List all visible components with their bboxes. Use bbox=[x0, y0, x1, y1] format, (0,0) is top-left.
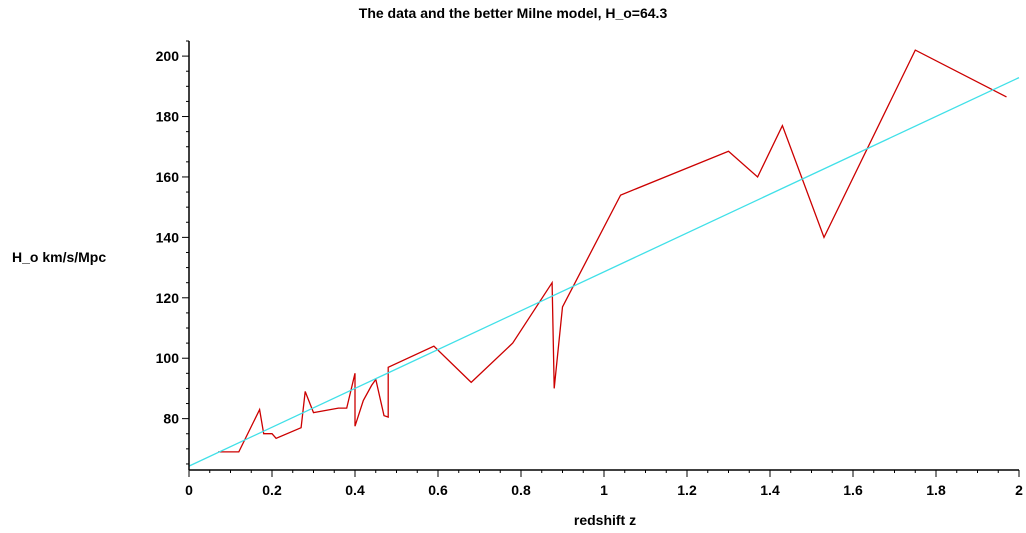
x-tick-label: 1.6 bbox=[843, 482, 863, 498]
milne-model-line bbox=[188, 77, 1020, 467]
x-tick-label: 1.4 bbox=[760, 482, 780, 498]
y-tick-label: 80 bbox=[163, 411, 179, 427]
x-tick-label: 0 bbox=[185, 482, 193, 498]
x-tick-label: 1.8 bbox=[926, 482, 946, 498]
data-series-line bbox=[218, 49, 1007, 453]
y-tick-label: 140 bbox=[156, 229, 180, 245]
x-axis-label: redshift z bbox=[574, 512, 636, 528]
plot-area bbox=[188, 49, 1020, 467]
x-tick-label: 0.2 bbox=[262, 482, 282, 498]
y-tick-label: 120 bbox=[156, 290, 180, 306]
y-tick-label: 100 bbox=[156, 350, 180, 366]
x-tick-label: 1.2 bbox=[677, 482, 697, 498]
x-tick-label: 2 bbox=[1015, 482, 1023, 498]
y-tick-label: 180 bbox=[156, 109, 180, 125]
x-tick-label: 0.8 bbox=[511, 482, 531, 498]
chart-title: The data and the better Milne model, H_o… bbox=[359, 5, 668, 21]
y-axis-label: H_o km/s/Mpc bbox=[12, 249, 106, 265]
y-tick-label: 200 bbox=[156, 48, 180, 64]
x-tick-label: 1 bbox=[600, 482, 608, 498]
x-tick-label: 0.6 bbox=[428, 482, 448, 498]
y-tick-label: 160 bbox=[156, 169, 180, 185]
x-tick-label: 0.4 bbox=[345, 482, 365, 498]
axes: 0 0.2 0.4 0.6 0.8 1 1.2 1.4 1.6 1.8 2 80 100 120 140 16… bbox=[156, 40, 1023, 498]
